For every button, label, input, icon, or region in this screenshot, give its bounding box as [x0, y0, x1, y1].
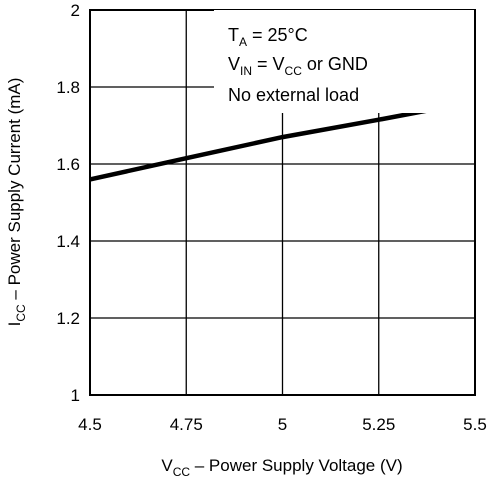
annotation-input: VIN = VCC or GND: [228, 54, 368, 78]
annotation-temperature: TA = 25°C: [228, 25, 308, 49]
x-axis-label: VCC – Power Supply Voltage (V): [161, 456, 402, 479]
y-tick-label: 1.8: [56, 78, 80, 97]
y-tick-label: 1: [71, 386, 80, 405]
annotation-load: No external load: [228, 85, 359, 105]
y-tick-label: 1.6: [56, 155, 80, 174]
y-tick-label: 1.2: [56, 309, 80, 328]
x-tick-label: 5.25: [362, 415, 395, 434]
x-tick-labels: 4.5 4.75 5 5.25 5.5: [78, 415, 487, 434]
y-tick-labels: 1 1.2 1.4 1.6 1.8 2: [56, 1, 80, 405]
y-tick-label: 1.4: [56, 232, 80, 251]
x-tick-label: 4.5: [78, 415, 102, 434]
y-tick-label: 2: [71, 1, 80, 20]
x-tick-label: 4.75: [170, 415, 203, 434]
x-tick-label: 5: [278, 415, 287, 434]
x-tick-label: 5.5: [463, 415, 487, 434]
y-axis-label: ICC – Power Supply Current (mA): [5, 78, 28, 327]
annotation-box: [214, 10, 474, 113]
series-line: [89, 99, 476, 182]
